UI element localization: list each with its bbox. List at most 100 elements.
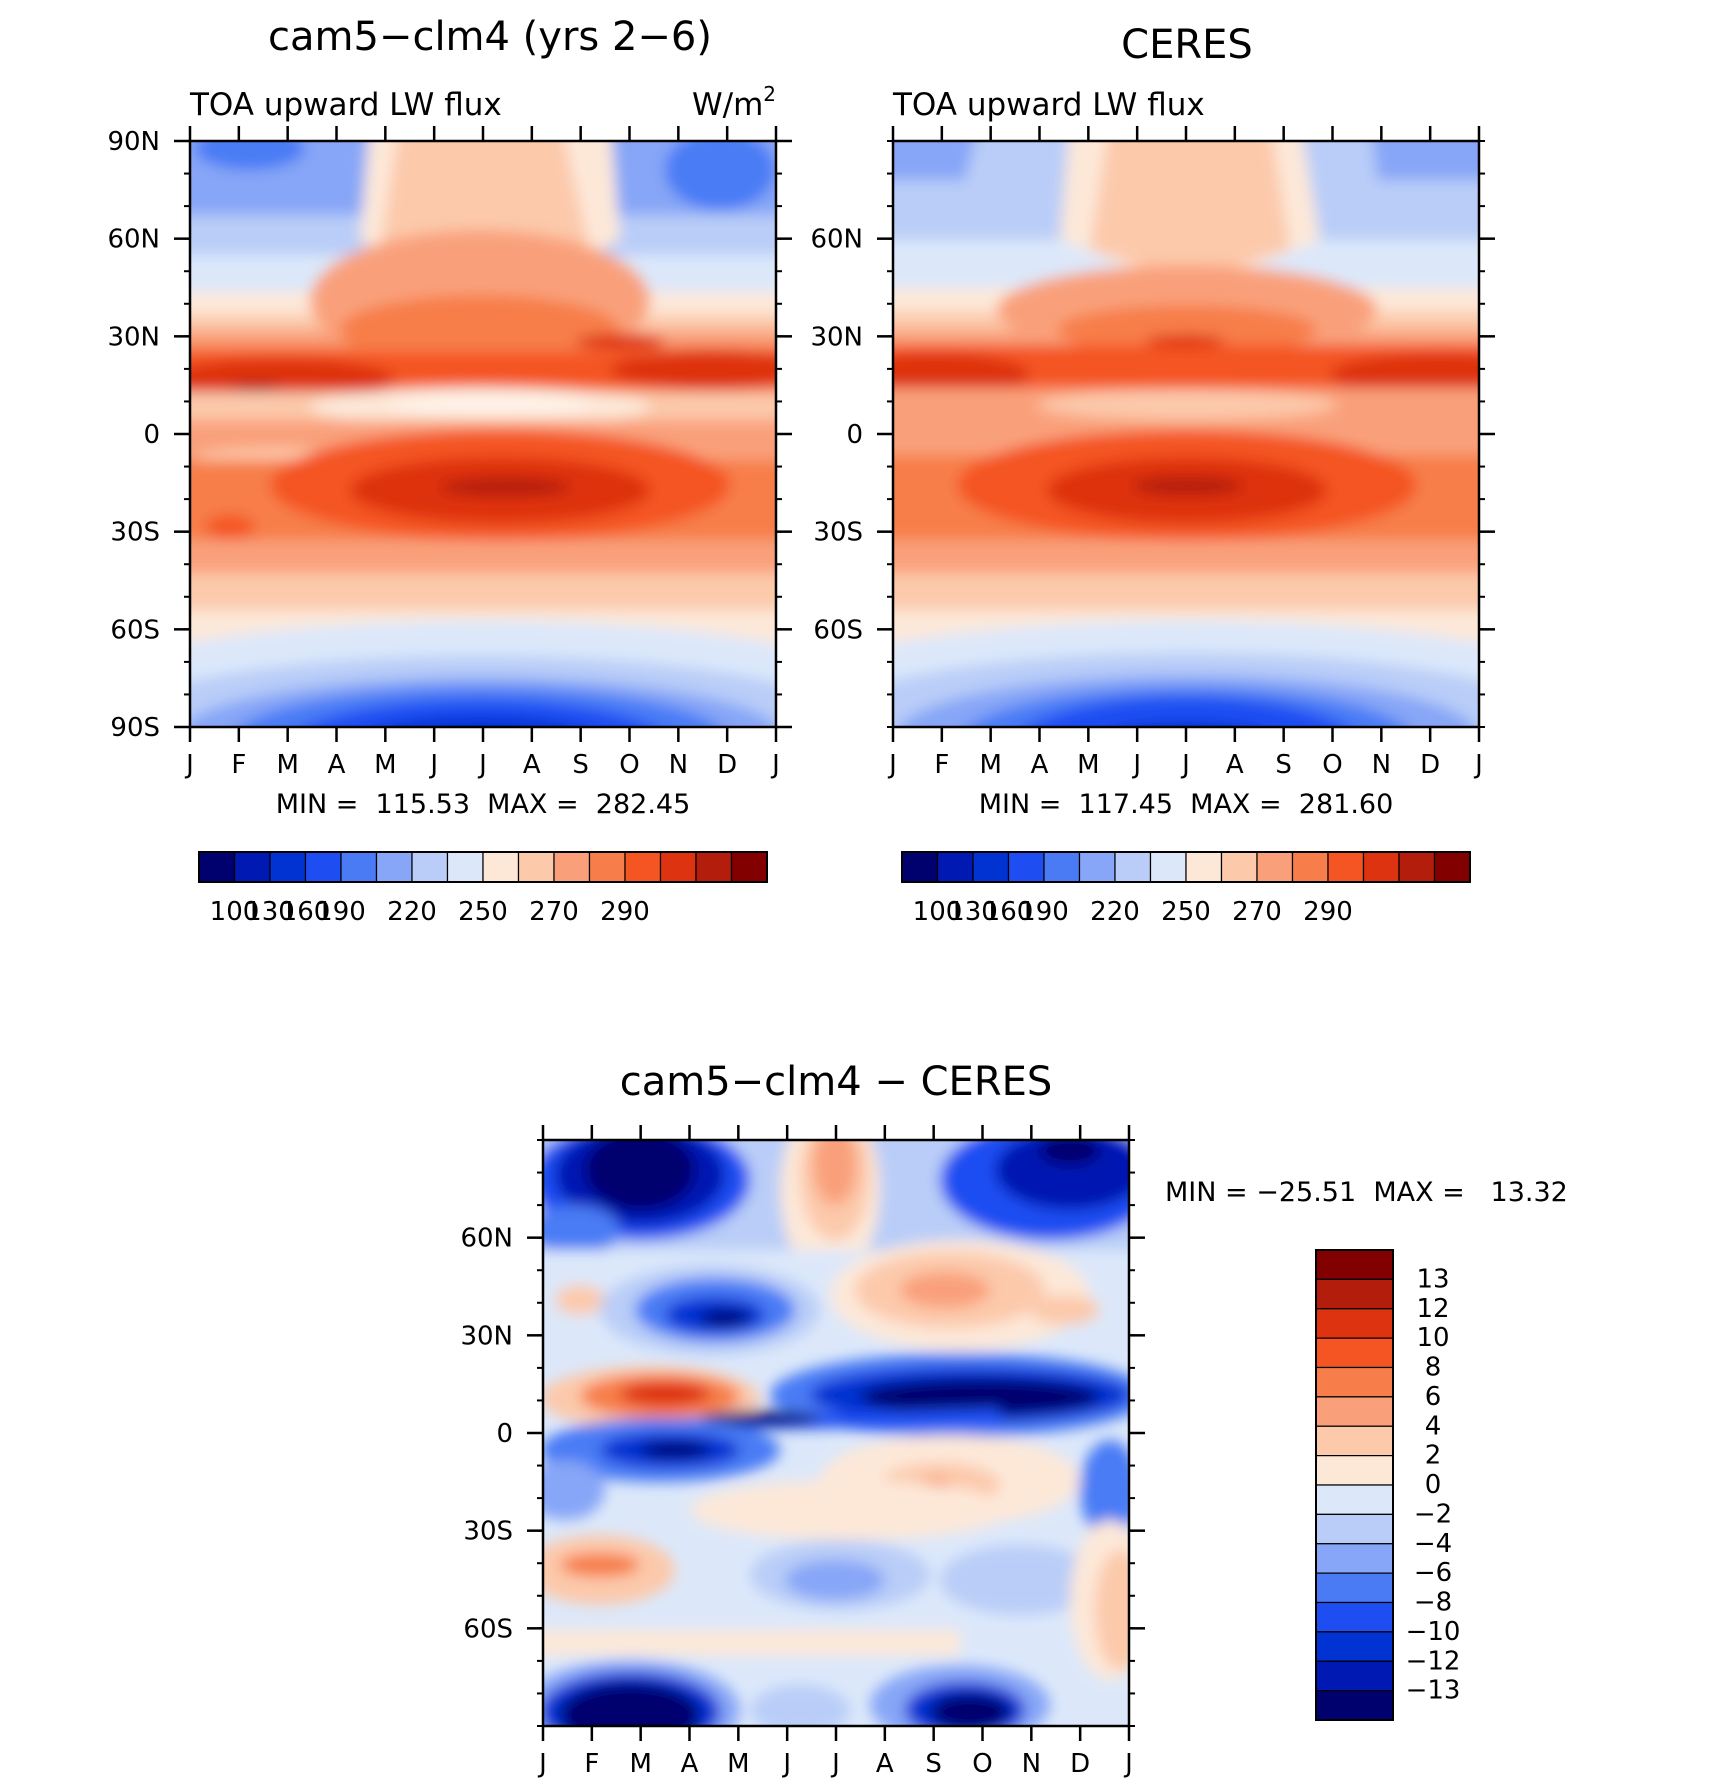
model-subtitle: TOA upward LW flux <box>189 87 502 123</box>
colorbar-label: 130 <box>948 897 998 927</box>
d-top-8 <box>543 1205 620 1255</box>
d-sh-cold-l <box>543 1460 605 1520</box>
units-superscript: 2 <box>763 82 776 106</box>
d-eq-streak-core <box>700 1411 820 1425</box>
colorbar-label: −4 <box>1414 1529 1452 1559</box>
x-tick-label: O <box>619 750 639 780</box>
colorbar-label: 13 <box>1416 1264 1449 1294</box>
c-sub-3 <box>1145 335 1225 347</box>
d-nh-warm-5 <box>555 1285 605 1315</box>
x-tick-label: J <box>887 750 897 780</box>
d-bot-3 <box>560 1683 700 1726</box>
y-tick-label: 60N <box>107 225 160 255</box>
colorbar-swatch <box>304 851 342 883</box>
y-tick-label: 60N <box>460 1224 513 1254</box>
colorbar-swatch <box>1315 1572 1394 1604</box>
colorbar-swatch <box>1007 851 1045 883</box>
ceres-subtitle: TOA upward LW flux <box>892 87 1205 123</box>
c-band-35s <box>893 540 1479 578</box>
colorbar-swatch <box>1315 1690 1394 1721</box>
sh-side <box>205 515 255 539</box>
colorbar-swatch <box>1078 851 1116 883</box>
x-tick-label: J <box>537 1749 547 1779</box>
colorbar-label: 270 <box>1232 897 1282 927</box>
colorbar-swatch <box>624 851 662 883</box>
colorbar-label: 100 <box>913 897 963 927</box>
sh-cold-4 <box>304 700 656 727</box>
colorbar-label: 10 <box>1416 1323 1449 1353</box>
colorbar-label: 270 <box>529 897 579 927</box>
colorbar-label: 160 <box>984 897 1034 927</box>
arctic-cold-2 <box>665 141 775 210</box>
ceres-stats: MIN = 117.45 MAX = 281.60 <box>979 789 1394 820</box>
colorbar-label: 220 <box>387 897 437 927</box>
x-tick-label: N <box>1372 750 1391 780</box>
colorbar-swatch <box>695 851 733 883</box>
d-top-4 <box>585 1140 695 1210</box>
x-tick-label: O <box>1322 750 1342 780</box>
sh-cold-5 <box>384 717 576 727</box>
x-tick-label: F <box>584 1749 599 1779</box>
colorbar-swatch <box>1315 1278 1394 1310</box>
colorbar-swatch <box>1315 1660 1394 1692</box>
x-tick-label: J <box>1180 750 1190 780</box>
ceres-contour-field <box>893 141 1479 727</box>
colorbar-label: 130 <box>245 897 295 927</box>
x-tick-label: F <box>231 750 246 780</box>
colorbar-frame <box>1315 1249 1394 1721</box>
x-tick-label: M <box>276 750 298 780</box>
d-nh-warm-3 <box>900 1272 990 1308</box>
colorbar-label: −6 <box>1414 1558 1452 1588</box>
colorbar-label: −10 <box>1406 1617 1461 1647</box>
colorbar-swatch <box>1398 851 1436 883</box>
x-tick-label: M <box>1077 750 1099 780</box>
colorbar-label: 190 <box>316 897 366 927</box>
d-40s-cold-3 <box>940 1545 1100 1615</box>
x-tick-label: J <box>428 750 438 780</box>
model-units: W/m2 <box>692 82 776 123</box>
colorbar-swatch <box>269 851 307 883</box>
colorbar-swatch <box>375 851 413 883</box>
colorbar-label: 2 <box>1425 1441 1442 1471</box>
colorbar-swatch <box>517 851 555 883</box>
d-40s-warm-2 <box>560 1553 640 1577</box>
x-tick-label: F <box>934 750 949 780</box>
x-tick-label: A <box>876 1749 894 1779</box>
c-itcz <box>1037 390 1337 420</box>
difference-stats: MIN = −25.51 MAX = 13.32 <box>1165 1177 1568 1208</box>
sh-high-core <box>440 478 570 496</box>
colorbar-label: 6 <box>1425 1382 1442 1412</box>
colorbar-swatch <box>1315 1455 1394 1486</box>
colorbar-swatch <box>446 851 484 883</box>
x-tick-label: M <box>374 750 396 780</box>
arctic-cold <box>195 141 305 170</box>
y-tick-label: 30N <box>460 1321 513 1351</box>
colorbar-swatch <box>1315 1366 1394 1398</box>
x-tick-label: A <box>328 750 346 780</box>
ceres-y-ticks: 60N 30N 0 30S 60S <box>810 140 1495 728</box>
x-tick-label: S <box>925 1749 942 1779</box>
x-tick-label: J <box>1123 1749 1133 1779</box>
y-tick-label: 60S <box>813 615 863 645</box>
x-tick-label: A <box>1226 750 1244 780</box>
colorbar-label: −8 <box>1414 1588 1452 1618</box>
y-tick-label: 30S <box>110 518 160 548</box>
c-bulge-2 <box>1057 305 1317 355</box>
x-tick-label: M <box>727 1749 749 1779</box>
d-bot-7 <box>750 1685 850 1726</box>
d-60s-band <box>543 1630 960 1655</box>
d-40s-cold-2 <box>785 1560 885 1600</box>
colorbar-label: −2 <box>1414 1499 1452 1529</box>
colorbar-swatch <box>901 851 939 883</box>
x-tick-label: J <box>770 750 780 780</box>
d-nh-cold-4 <box>700 1310 750 1326</box>
c-sh-core <box>1133 477 1243 495</box>
colorbar-swatch <box>1315 1396 1394 1427</box>
colorbar-swatch <box>198 851 236 883</box>
subtrop-high-2 <box>610 350 776 390</box>
